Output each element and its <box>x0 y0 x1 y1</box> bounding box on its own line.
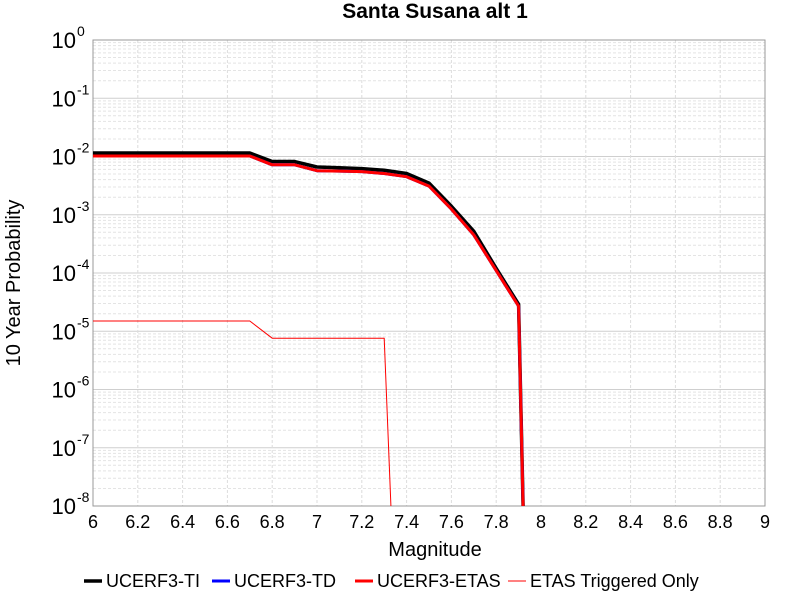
legend: UCERF3-TI UCERF3-TD UCERF3-ETAS ETAS Trigge… <box>84 571 699 591</box>
y-tick-label: 10 <box>52 319 76 344</box>
y-tick-label: 10 <box>52 145 76 170</box>
y-tick-exponent: -4 <box>77 256 90 272</box>
x-tick-label: 6.6 <box>215 512 240 532</box>
x-tick-label: 8.6 <box>663 512 688 532</box>
series-line-etas-triggered-only <box>93 320 392 506</box>
x-tick-label: 7 <box>312 512 322 532</box>
y-tick-exponent: -1 <box>77 81 90 97</box>
y-tick-label: 10 <box>52 86 76 111</box>
y-axis-label: 10 Year Probability <box>3 200 25 367</box>
x-tick-label: 6.4 <box>170 512 195 532</box>
x-tick-label: 6.2 <box>125 512 150 532</box>
legend-item-label: UCERF3-TI <box>106 571 200 591</box>
y-tick-exponent: -8 <box>77 489 90 505</box>
x-axis-ticks: 6 6.2 6.4 6.6 6.8 7 7.2 7.4 7.6 7.8 8 8.2 8.4 8.6 8.8 9 <box>88 512 770 532</box>
y-tick-exponent: -2 <box>77 140 90 156</box>
x-tick-label: 8.2 <box>573 512 598 532</box>
series-layer <box>93 151 525 506</box>
y-tick-label: 10 <box>52 203 76 228</box>
y-tick-exponent: 0 <box>77 23 85 39</box>
x-tick-label: 8.4 <box>618 512 643 532</box>
x-tick-label: 7.8 <box>484 512 509 532</box>
plot-area <box>92 39 766 507</box>
y-tick-label: 10 <box>52 494 76 519</box>
x-tick-label: 6.8 <box>260 512 285 532</box>
y-tick-exponent: -7 <box>77 431 90 447</box>
x-tick-label: 7.4 <box>394 512 419 532</box>
y-tick-label: 10 <box>52 28 76 53</box>
y-tick-label: 10 <box>52 378 76 403</box>
x-tick-label: 8.8 <box>708 512 733 532</box>
series-line-ucerf3-etas <box>93 154 525 506</box>
x-tick-label: 6 <box>88 512 98 532</box>
x-axis-label: Magnitude <box>388 539 481 561</box>
x-tick-label: 7.6 <box>439 512 464 532</box>
chart-title: Santa Susana alt 1 <box>342 0 528 23</box>
y-tick-label: 10 <box>52 261 76 286</box>
x-tick-label: 9 <box>760 512 770 532</box>
x-tick-label: 8 <box>536 512 546 532</box>
legend-item-label: UCERF3-TD <box>234 571 336 591</box>
legend-item-label: ETAS Triggered Only <box>530 571 699 591</box>
y-tick-label: 10 <box>52 436 76 461</box>
y-tick-exponent: -6 <box>77 373 90 389</box>
legend-item-label: UCERF3-ETAS <box>377 571 501 591</box>
x-tick-label: 7.2 <box>349 512 374 532</box>
y-tick-exponent: -5 <box>77 314 90 330</box>
y-tick-exponent: -3 <box>77 198 90 214</box>
